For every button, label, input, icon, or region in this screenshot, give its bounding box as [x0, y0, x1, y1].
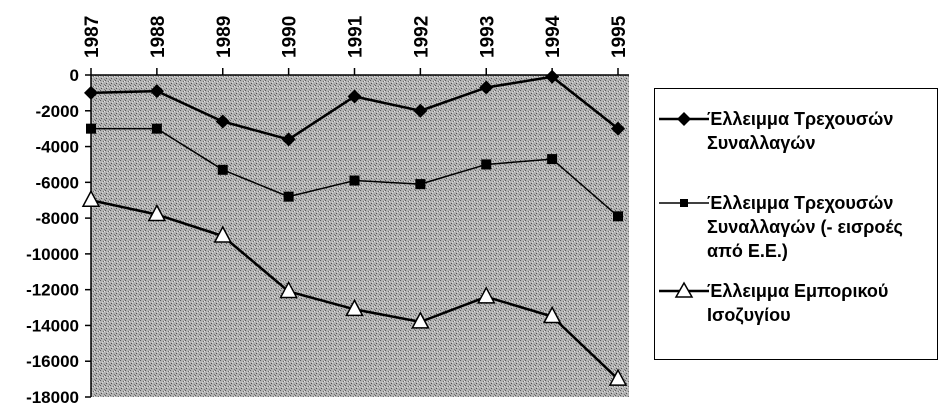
y-tick-label: -16000 [26, 352, 79, 371]
data-point [149, 84, 164, 99]
legend: Έλλειμμα Τρεχουσών Συναλλαγών Έλλειμμα Τ… [654, 88, 938, 360]
legend-label: Έλλειμμα Τρεχουσών Συναλλαγών (- εισροές… [707, 193, 903, 261]
y-tick-label: -18000 [26, 388, 79, 404]
data-point [479, 80, 494, 95]
series-trade-balance [81, 189, 628, 386]
data-point [283, 191, 294, 202]
y-tick-label: -4000 [36, 138, 79, 157]
data-point [611, 121, 625, 136]
legend-item-current-account-deficit-minus-eu: Έλλειμμα Τρεχουσών Συναλλαγών (- εισροές… [655, 191, 939, 261]
legend-label: Έλλειμμα Τρεχουσών Συναλλαγών [707, 109, 894, 153]
data-point [481, 159, 492, 170]
x-tick-label: 1993 [477, 16, 498, 58]
data-point [81, 189, 101, 207]
data-point [349, 175, 360, 186]
x-tick-label: 1988 [148, 16, 169, 58]
y-tick-label: -8000 [36, 209, 79, 228]
x-tick-label: 1989 [214, 16, 235, 58]
data-point [547, 154, 558, 165]
y-tick-label: -6000 [36, 173, 79, 192]
y-tick-label: -10000 [26, 245, 79, 264]
x-tick-label: 1987 [82, 16, 103, 58]
series-current-account-minus-eu [86, 123, 623, 222]
data-point [86, 123, 96, 134]
x-tick-label: 1995 [609, 15, 630, 58]
data-point [345, 298, 364, 317]
x-tick-label: 1990 [280, 16, 301, 58]
data-point [542, 305, 562, 324]
data-point [608, 368, 628, 386]
x-tick-label: 1992 [411, 16, 432, 58]
diamond-marker-icon [659, 112, 709, 126]
data-point [279, 280, 298, 299]
x-tick-label: 1991 [346, 15, 367, 58]
series-current-account [84, 69, 625, 147]
triangle-marker-icon [659, 281, 709, 298]
y-tick-label: -2000 [36, 102, 79, 121]
x-tick-label: 1994 [543, 15, 564, 58]
data-point [613, 211, 623, 222]
y-tick-label: -12000 [26, 281, 79, 300]
data-point [151, 123, 162, 134]
legend-item-current-account-deficit: Έλλειμμα Τρεχουσών Συναλλαγών [655, 107, 939, 167]
legend-label: Έλλειμμα Εμπορικού Ισοζυγίου [707, 281, 889, 325]
data-point [411, 311, 430, 329]
data-point [347, 89, 362, 104]
data-point [84, 85, 98, 100]
data-point [477, 286, 496, 304]
legend-item-trade-balance-deficit: Έλλειμμα Εμπορικού Ισοζυγίου [655, 279, 939, 339]
data-point [215, 114, 230, 129]
data-point [413, 103, 428, 118]
plot-area [91, 75, 629, 397]
square-marker-icon [659, 199, 709, 207]
data-point [213, 225, 232, 243]
data-point [217, 164, 228, 175]
data-point [545, 69, 560, 84]
y-tick-label: 0 [70, 66, 79, 85]
data-point [281, 132, 296, 147]
data-point [415, 179, 426, 190]
data-point [147, 203, 167, 222]
y-tick-label: -14000 [26, 316, 79, 335]
